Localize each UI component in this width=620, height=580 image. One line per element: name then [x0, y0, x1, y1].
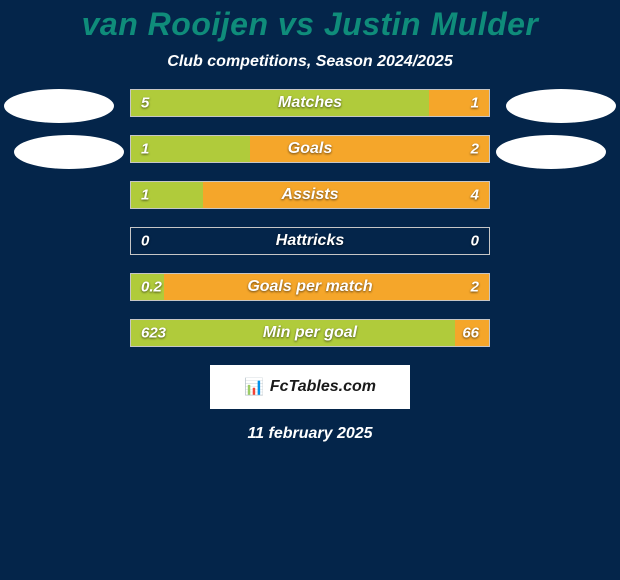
stat-label: Hattricks	[276, 232, 344, 250]
stat-label: Matches	[278, 94, 342, 112]
stat-label: Min per goal	[263, 324, 357, 342]
stat-rows: 5 1 Matches 1 2 Goals 1 4 Assists 0 0 Hattricks 0.2 2…	[130, 89, 490, 347]
stat-row: 623 66 Min per goal	[130, 319, 490, 347]
stat-value-left: 0.2	[141, 279, 162, 296]
rows-area: 5 1 Matches 1 2 Goals 1 4 Assists 0 0 Hattricks 0.2 2…	[0, 89, 620, 347]
stat-label: Assists	[282, 186, 339, 204]
stat-label: Goals per match	[247, 278, 372, 296]
player-left-badge-2	[14, 135, 124, 169]
stat-value-left: 623	[141, 325, 166, 342]
chart-icon: 📊	[244, 377, 264, 397]
stat-value-right: 2	[471, 141, 479, 158]
stat-value-right: 2	[471, 279, 479, 296]
brand-badge[interactable]: 📊 FcTables.com	[210, 365, 410, 409]
stat-value-left: 1	[141, 187, 149, 204]
stat-value-left: 0	[141, 233, 149, 250]
page-title: van Rooijen vs Justin Mulder	[0, 6, 620, 43]
stat-value-left: 5	[141, 95, 149, 112]
stat-row: 1 4 Assists	[130, 181, 490, 209]
stat-value-right: 1	[471, 95, 479, 112]
player-left-badge-1	[4, 89, 114, 123]
stat-value-right: 66	[462, 325, 479, 342]
stat-row: 0 0 Hattricks	[130, 227, 490, 255]
stat-label: Goals	[288, 140, 332, 158]
stat-row: 1 2 Goals	[130, 135, 490, 163]
comparison-card: van Rooijen vs Justin Mulder Club compet…	[0, 0, 620, 580]
stat-value-left: 1	[141, 141, 149, 158]
stat-row: 0.2 2 Goals per match	[130, 273, 490, 301]
bar-fill-right	[250, 136, 489, 162]
player-right-badge-2	[496, 135, 606, 169]
stat-row: 5 1 Matches	[130, 89, 490, 117]
stat-value-right: 4	[471, 187, 479, 204]
player-right-name: Justin Mulder	[324, 6, 539, 42]
stat-value-right: 0	[471, 233, 479, 250]
brand-text: FcTables.com	[270, 378, 376, 396]
bar-fill-right	[429, 90, 489, 116]
date-text: 11 february 2025	[0, 425, 620, 443]
player-left-name: van Rooijen	[82, 6, 269, 42]
player-right-badge-1	[506, 89, 616, 123]
vs-text: vs	[278, 6, 315, 42]
subtitle: Club competitions, Season 2024/2025	[0, 53, 620, 71]
bar-fill-right	[203, 182, 489, 208]
